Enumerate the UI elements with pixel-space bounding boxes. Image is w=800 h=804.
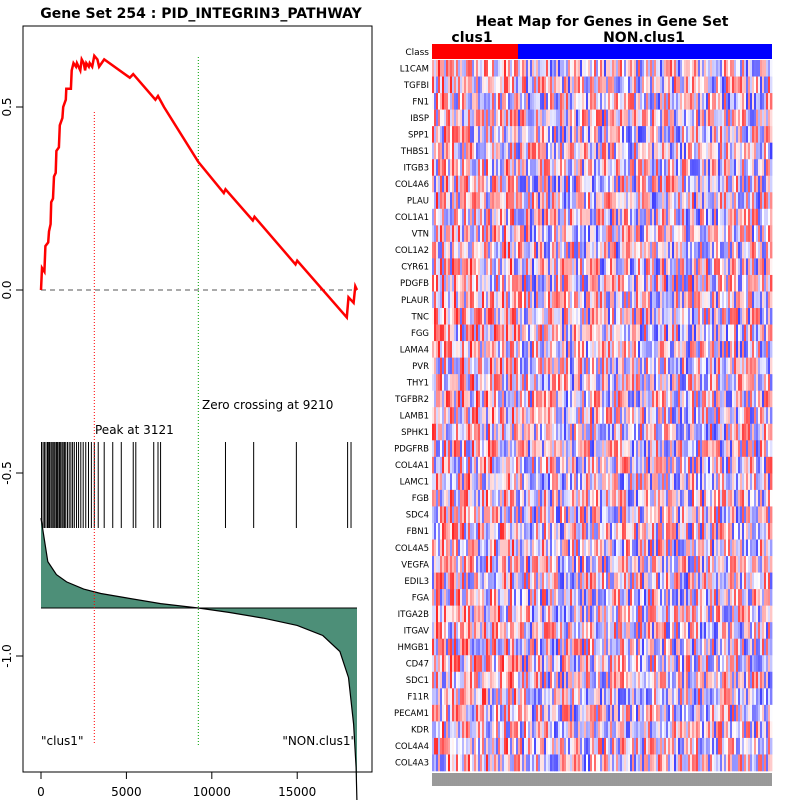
x-tick-label: 5000 — [111, 785, 142, 799]
heatmap-row — [432, 341, 772, 358]
heatmap-cell — [770, 110, 772, 127]
heatmap-cell — [770, 308, 772, 325]
heatmap-cell — [770, 192, 772, 209]
gsea-plot: Gene Set 254 : PID_INTEGRIN3_PATHWAY Pea… — [0, 6, 372, 800]
heatmap-cell — [770, 391, 772, 408]
heatmap-row — [432, 308, 772, 325]
heatmap-row — [432, 490, 772, 507]
heatmap-cell — [770, 258, 772, 275]
heatmap-row — [432, 60, 772, 77]
heatmap-cell — [770, 77, 772, 94]
heatmap-row — [432, 407, 772, 424]
class-bar-group2 — [518, 44, 772, 59]
metric-fill — [41, 518, 357, 800]
heatmap-cell — [770, 60, 772, 77]
heatmap-row — [432, 110, 772, 127]
heatmap-row — [432, 374, 772, 391]
heatmap-row — [432, 424, 772, 441]
heatmap-title: Heat Map for Genes in Gene Set — [476, 14, 729, 30]
heatmap-cell — [770, 225, 772, 242]
peak-label: Peak at 3121 — [95, 423, 174, 437]
heatmap-cell — [770, 457, 772, 474]
heatmap-cell — [770, 506, 772, 523]
metric-curve — [41, 518, 357, 800]
x-tick-label: 15000 — [278, 785, 316, 799]
heatmap-cell — [770, 143, 772, 160]
heatmap-row — [432, 77, 772, 94]
heatmap-row — [432, 391, 772, 408]
heatmap-cell — [770, 275, 772, 292]
x-tick-label: 10000 — [193, 785, 231, 799]
heatmap-row — [432, 457, 772, 474]
ranked-metric-area — [41, 518, 357, 800]
heatmap-cell — [770, 424, 772, 441]
heatmap-cell — [770, 242, 772, 259]
heatmap-row — [432, 176, 772, 193]
heatmap-cell — [770, 358, 772, 375]
heatmap-cell — [770, 159, 772, 176]
heatmap-row — [432, 258, 772, 275]
es-curve — [41, 56, 357, 318]
heatmap-cell — [770, 374, 772, 391]
hit-marks — [42, 442, 352, 528]
heatmap-row — [432, 291, 772, 308]
class-label: Class — [405, 48, 429, 58]
heatmap-cell — [770, 473, 772, 490]
heatmap-row — [432, 143, 772, 160]
heatmap-row — [432, 93, 772, 110]
y-tick-label: -1.0 — [0, 644, 14, 667]
y-tick-label: 0.0 — [0, 280, 14, 299]
heatmap-cells — [432, 60, 772, 771]
heatmap-cell — [770, 407, 772, 424]
heatmap-cell — [770, 325, 772, 342]
class-bar-group1 — [432, 44, 518, 59]
group2-label: NON.clus1 — [603, 30, 685, 46]
heatmap-row — [432, 225, 772, 242]
right-group-label: "NON.clus1" — [282, 734, 356, 748]
heatmap-row — [432, 242, 772, 259]
left-group-label: "clus1" — [41, 734, 83, 748]
heatmap-row — [432, 358, 772, 375]
y-tick-label: -0.5 — [0, 461, 14, 484]
x-tick-label: 0 — [37, 785, 45, 799]
heatmap-row — [432, 523, 772, 540]
heatmap-cell — [770, 440, 772, 457]
heatmap-row — [432, 473, 772, 490]
heatmap-cell — [770, 291, 772, 308]
group1-label: clus1 — [451, 30, 492, 46]
heatmap-row — [432, 275, 772, 292]
heatmap-row — [432, 159, 772, 176]
heatmap-cell — [770, 93, 772, 110]
heatmap-row — [432, 506, 772, 523]
zero-crossing-label: Zero crossing at 9210 — [202, 398, 333, 412]
heatmap-cell — [770, 209, 772, 226]
heatmap-row — [432, 209, 772, 226]
gsea-title: Gene Set 254 : PID_INTEGRIN3_PATHWAY — [40, 6, 362, 22]
heatmap-row — [432, 440, 772, 457]
heatmap-cell — [770, 490, 772, 507]
heatmap-cell — [770, 176, 772, 193]
y-tick-label: 0.5 — [0, 97, 14, 116]
heatmap-row — [432, 192, 772, 209]
heatmap-panel: Heat Map for Genes in Gene Set clus1 NON… — [394, 14, 772, 786]
heatmap-cell — [770, 341, 772, 358]
heatmap-row — [432, 126, 772, 143]
heatmap-row — [432, 325, 772, 342]
heatmap-cell — [770, 126, 772, 143]
